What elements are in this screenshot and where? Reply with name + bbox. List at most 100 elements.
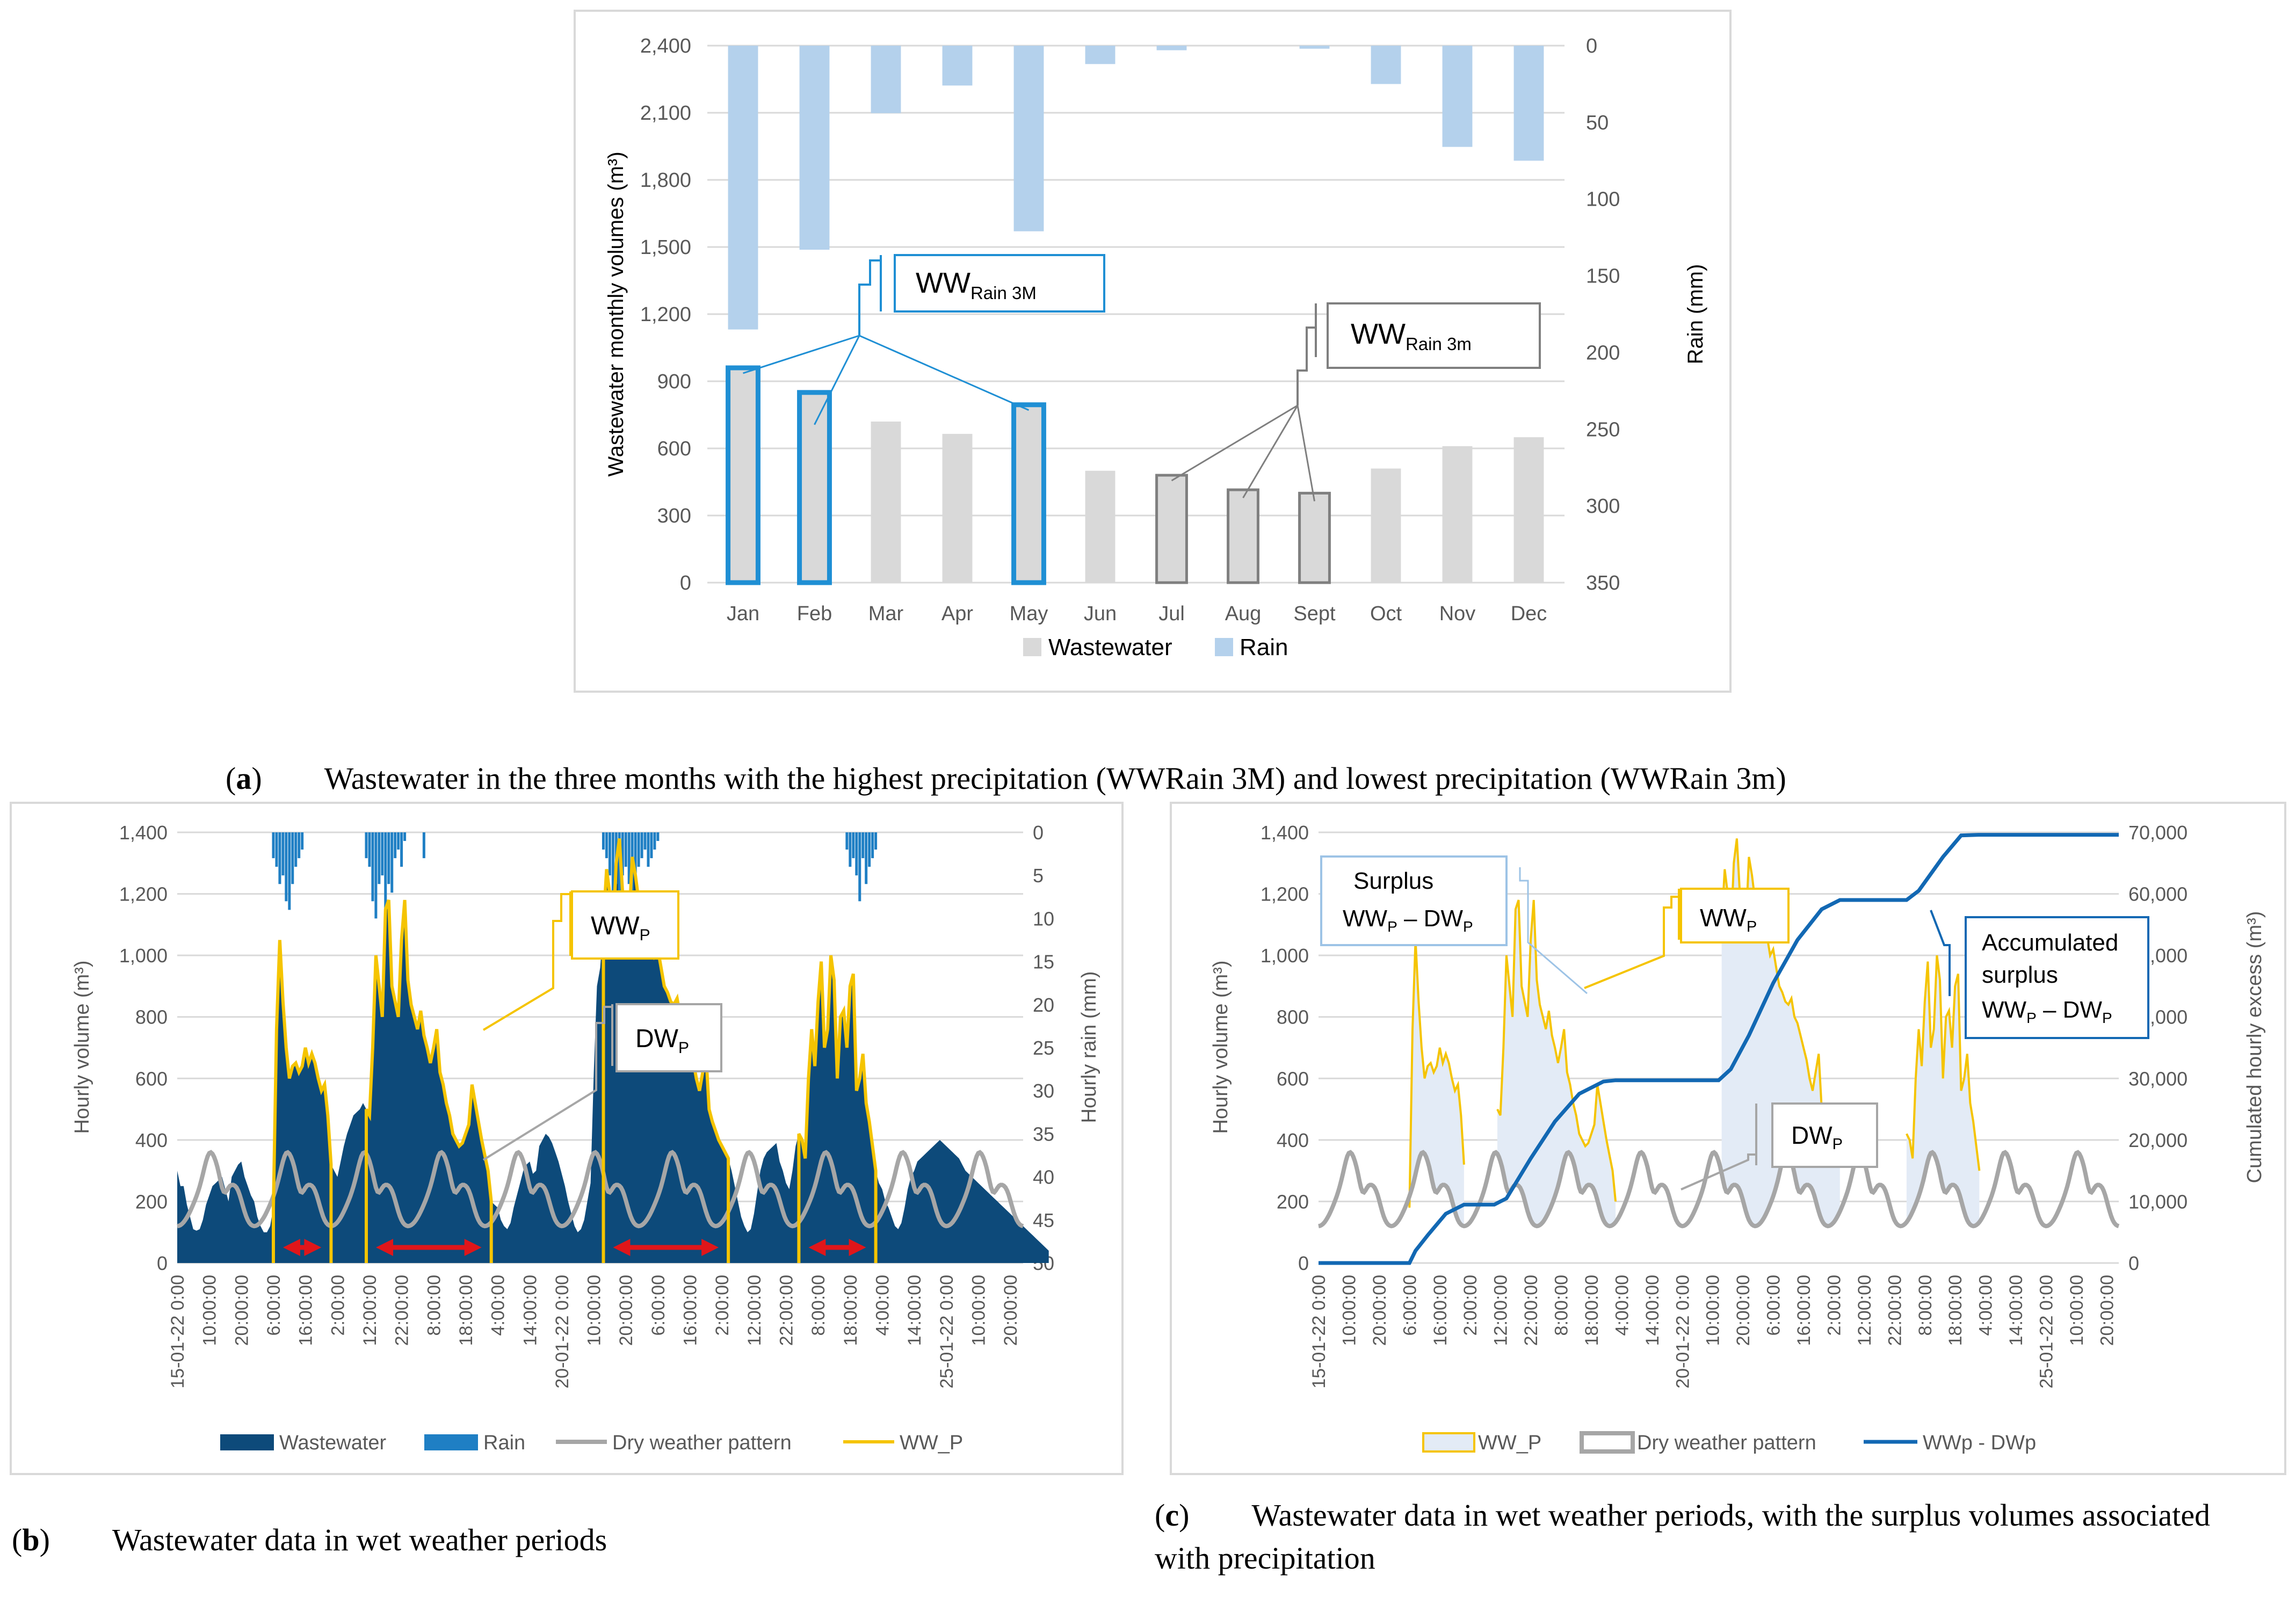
- x-tick-label: 10:00:00: [1339, 1275, 1359, 1346]
- y2-tick-label: 40: [1033, 1166, 1054, 1188]
- annotation-text-dwp: DWP: [635, 1025, 689, 1057]
- y-tick-label: 600: [657, 438, 691, 460]
- x-tick-label: 16:00:00: [1430, 1275, 1451, 1346]
- y-tick-label: 200: [1277, 1191, 1309, 1213]
- annotation-leader: [743, 335, 860, 374]
- rain-bar: [400, 832, 403, 867]
- x-tick-label: 18:00:00: [1945, 1275, 1966, 1346]
- y-tick-label: 1,500: [640, 236, 691, 259]
- rain-bar: [643, 832, 647, 850]
- y2-tick-label: 150: [1586, 265, 1620, 288]
- rain-bar: [874, 832, 878, 850]
- x-tick-label: 20:00:00: [1733, 1275, 1754, 1346]
- y-tick-label: 0: [1298, 1252, 1309, 1274]
- rain-bar: [1085, 46, 1116, 64]
- x-tick-label: Jan: [727, 603, 759, 625]
- caption-c-text: Wastewater data in wet weather periods, …: [1155, 1498, 2211, 1576]
- x-tick-label: 10:00:00: [968, 1275, 989, 1346]
- x-tick-label: 6:00:00: [1764, 1275, 1784, 1336]
- rain-bar: [618, 832, 621, 910]
- annotation-text-accumulated-2: surplus: [1982, 962, 2058, 988]
- rain-bar: [653, 832, 656, 850]
- y2-tick-label: 70,000: [2128, 822, 2188, 844]
- rain-bar: [371, 832, 374, 902]
- y-tick-label: 200: [135, 1191, 168, 1213]
- y2-axis-title: Hourly rain (mm): [1078, 971, 1100, 1123]
- legend-label-dry-weather: Dry weather pattern: [612, 1432, 792, 1454]
- x-tick-label: 2:00:00: [1460, 1275, 1481, 1336]
- annotation-text-dwp: DWP: [1791, 1121, 1843, 1153]
- rain-bar: [608, 832, 611, 876]
- legend-swatch-rain: [1215, 638, 1233, 656]
- rain-bar: [799, 46, 830, 250]
- wastewater-bar: [1298, 491, 1331, 584]
- legend-swatch-wwp: [1422, 1432, 1475, 1453]
- rain-bar: [1156, 46, 1187, 50]
- rain-bar: [374, 832, 378, 919]
- x-tick-label: 4:00:00: [873, 1275, 893, 1336]
- x-tick-label: 20:00:00: [616, 1275, 636, 1346]
- surplus-area: [1497, 900, 1616, 1226]
- wastewater-bar: [1371, 468, 1401, 583]
- rain-bar: [403, 832, 407, 841]
- caption-a-letter: a: [236, 761, 252, 796]
- wet-period-arrow-head: [464, 1239, 482, 1256]
- legend-swatch-wastewater: [220, 1434, 274, 1450]
- y-tick-label: 2,100: [640, 102, 691, 125]
- rain-bar: [855, 832, 858, 876]
- y2-tick-label: 25: [1033, 1037, 1054, 1059]
- rain-bar: [634, 832, 637, 876]
- rain-bar: [298, 832, 301, 859]
- annotation-text-wwp: WWP: [1700, 904, 1757, 935]
- rain-bar: [611, 832, 614, 893]
- x-tick-label: 15-01-22 0:00: [1309, 1275, 1329, 1389]
- annotation-text-high: WWRain 3M: [916, 267, 1037, 303]
- y-tick-label: 1,200: [119, 883, 168, 905]
- x-tick-label: 15-01-22 0:00: [168, 1275, 188, 1389]
- rain-bar: [621, 832, 624, 876]
- rain-bar: [1442, 46, 1473, 147]
- x-tick-label: 20:00:00: [2097, 1275, 2117, 1346]
- annotation-box-wwp: [571, 890, 679, 960]
- rain-bar: [381, 832, 384, 876]
- annotation-bracket: [1297, 326, 1316, 405]
- rain-bar: [624, 832, 627, 867]
- y2-tick-label: 10: [1033, 908, 1054, 930]
- wastewater-bar: [942, 433, 973, 583]
- rain-bar: [1513, 46, 1544, 161]
- rain-bar: [1013, 46, 1044, 231]
- x-tick-label: 4:00:00: [1612, 1275, 1632, 1336]
- rain-bar: [656, 832, 660, 841]
- x-tick-label: 22:00:00: [1885, 1275, 1905, 1346]
- legend-label-wastewater: Wastewater: [1048, 634, 1172, 661]
- y2-tick-label: 0: [1033, 822, 1044, 844]
- y2-tick-label: 250: [1586, 418, 1620, 441]
- x-tick-label: Feb: [797, 603, 832, 625]
- y-tick-label: 0: [680, 572, 691, 594]
- cumulative-surplus-line: [1319, 833, 2119, 1265]
- annotation-leader: [814, 335, 860, 425]
- legend-label-cumulative: WWp - DWp: [1923, 1432, 2036, 1454]
- rain-bar: [605, 832, 608, 859]
- wet-period-arrow-head: [304, 1239, 322, 1256]
- rain-bar: [422, 832, 425, 859]
- rain-bar: [378, 832, 381, 884]
- x-tick-label: 8:00:00: [808, 1275, 829, 1336]
- x-tick-label: Nov: [1439, 603, 1476, 625]
- annotation-box-high: [894, 254, 1105, 313]
- rain-bar: [301, 832, 304, 850]
- wastewater-bar: [1513, 437, 1544, 583]
- annotation-text-accumulated-formula: WWP – DWP: [1982, 997, 2112, 1026]
- x-tick-label: Apr: [941, 603, 973, 625]
- wastewater-bar: [1442, 446, 1473, 583]
- chart-a: 0 300 600 900 1,200 1,500 1,800 2,100 2,400 0 50 10…: [574, 10, 1732, 693]
- y-tick-label: 300: [657, 505, 691, 527]
- annotation-leader: [1519, 867, 1588, 995]
- x-tick-label: Aug: [1225, 603, 1262, 625]
- caption-b: (b) Wastewater data in wet weather perio…: [12, 1522, 607, 1557]
- y-tick-label: 1,200: [640, 303, 691, 326]
- x-tick-label: 14:00:00: [2006, 1275, 2026, 1346]
- rain-bar: [387, 832, 390, 884]
- y2-tick-label: 100: [1586, 188, 1620, 211]
- wastewater-bar: [726, 365, 760, 585]
